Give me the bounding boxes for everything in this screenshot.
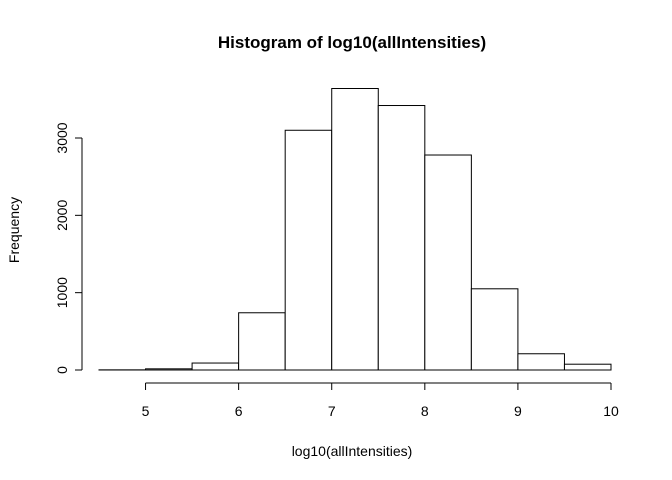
y-tick-label: 2000 bbox=[54, 200, 70, 231]
histogram-bar bbox=[145, 368, 193, 371]
x-axis: 5 6 7 8 9 10 bbox=[142, 382, 619, 419]
y-axis-label: Frequency bbox=[6, 197, 22, 263]
x-tick-label: 6 bbox=[235, 403, 243, 419]
x-tick-label: 8 bbox=[421, 403, 429, 419]
histogram-bar bbox=[284, 129, 333, 371]
x-axis-label: log10(allIntensities) bbox=[292, 443, 413, 459]
histogram-bar bbox=[331, 88, 379, 371]
x-tick-label: 9 bbox=[514, 403, 522, 419]
x-tick-label: 10 bbox=[603, 403, 619, 419]
y-tick-label: 3000 bbox=[54, 122, 70, 153]
y-tick-label: 0 bbox=[54, 366, 70, 374]
y-tick-label: 1000 bbox=[54, 277, 70, 308]
y-axis: 0 1000 2000 3000 bbox=[54, 122, 83, 374]
histogram-bar bbox=[238, 312, 286, 371]
histogram-bar bbox=[517, 353, 565, 371]
chart-title: Histogram of log10(allIntensities) bbox=[218, 33, 486, 52]
x-tick-label: 7 bbox=[328, 403, 336, 419]
histogram-bar bbox=[424, 154, 472, 371]
histogram-bar bbox=[470, 288, 519, 371]
histogram-bar bbox=[563, 363, 612, 371]
histogram-bar bbox=[377, 105, 426, 371]
histogram-bar bbox=[191, 362, 240, 371]
histogram-bars bbox=[98, 88, 612, 371]
x-tick-label: 5 bbox=[142, 403, 150, 419]
